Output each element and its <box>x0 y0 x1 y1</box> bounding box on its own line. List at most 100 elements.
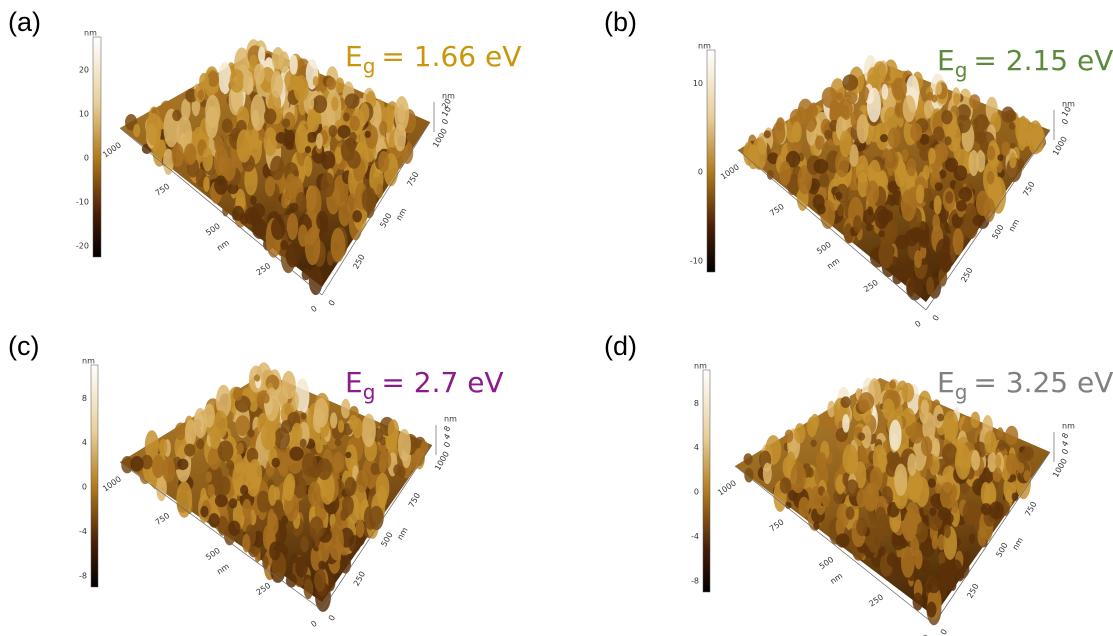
surface-grain <box>309 516 323 539</box>
surface-grain <box>272 47 284 69</box>
panel-label: (c) <box>8 331 39 361</box>
y-tick-label: 0 <box>327 614 337 623</box>
x-tick-label: 500 <box>818 555 836 571</box>
surface-grain <box>1009 122 1016 130</box>
z-tick-label: 8 <box>442 424 452 433</box>
surface-grain <box>843 444 859 474</box>
surface-grain <box>321 151 335 170</box>
surface-grain <box>331 97 339 111</box>
surface-grain <box>817 204 826 215</box>
surface-grain <box>377 485 387 508</box>
surface-grain <box>214 136 223 153</box>
surface-grain <box>944 524 951 538</box>
surface-grain <box>130 456 143 472</box>
surface-grain <box>172 110 181 121</box>
surface-grain <box>931 95 937 103</box>
surface-grain <box>934 195 942 214</box>
surface-grain <box>248 459 262 490</box>
bandgap-subscript: g <box>955 58 968 82</box>
surface-grain <box>280 240 288 250</box>
surface-grain <box>394 124 406 152</box>
surface-grain <box>752 137 767 170</box>
bandgap-subscript: g <box>363 380 376 404</box>
surface-grain <box>815 135 825 150</box>
surface-grain <box>256 518 263 530</box>
surface-grain <box>807 416 817 437</box>
surface-grain <box>910 123 922 141</box>
surface-grain <box>336 77 345 93</box>
x-tick-label: 500 <box>815 240 833 256</box>
surface-grain <box>954 165 968 181</box>
surface-grain <box>779 161 791 186</box>
surface-grain <box>269 541 281 560</box>
surface-grain <box>314 398 329 428</box>
z-tick-label: 0 <box>1060 117 1070 126</box>
bandgap-symbol: E <box>345 40 363 73</box>
surface-grain <box>836 533 850 547</box>
surface-grain <box>301 412 307 419</box>
surface-grain <box>968 150 978 176</box>
surface-grain <box>933 126 944 141</box>
surface-grain <box>995 455 1001 469</box>
z-tick-label: 4 <box>442 432 452 441</box>
surface-grain <box>298 224 308 246</box>
surface-grain <box>198 90 204 101</box>
surface-grain <box>276 132 288 144</box>
surface-grain <box>209 513 220 528</box>
surface-grain <box>1001 106 1014 122</box>
y-tick-label: 500 <box>379 531 394 549</box>
surface-grain <box>969 94 980 109</box>
colorbar-tick: -8 <box>691 576 699 585</box>
surface-grain <box>881 84 888 100</box>
surface-grain <box>884 149 898 172</box>
surface-grain <box>340 509 347 521</box>
surface-grain <box>258 46 265 63</box>
surface-grain <box>176 481 192 518</box>
surface-grain <box>378 151 389 172</box>
surface-grain <box>837 205 844 216</box>
surface-grain <box>233 387 243 401</box>
surface-grain <box>835 192 842 200</box>
surface-grain <box>938 507 951 521</box>
surface-grain <box>987 171 995 184</box>
surface-grain <box>371 463 380 475</box>
surface-grain <box>776 117 785 132</box>
surface-grain <box>987 146 995 161</box>
surface-grain <box>763 463 772 485</box>
surface-grain <box>941 110 952 124</box>
surface-grain <box>888 127 901 148</box>
surface-grain <box>356 520 365 538</box>
surface-grain <box>928 148 936 165</box>
y-tick-label: 0 <box>939 628 949 636</box>
colorbar-tick: -20 <box>76 242 89 251</box>
surface-grain <box>172 143 184 167</box>
surface-grain <box>326 77 336 90</box>
figure: (a)Eg= 1.66 eVnm20100-10-201000750500250… <box>0 0 1113 636</box>
y-tick-label: 750 <box>407 491 422 509</box>
surface-grain <box>867 88 881 123</box>
colorbar-tick: 4 <box>694 443 699 452</box>
x-tick-label: 1000 <box>719 162 741 181</box>
surface-grain <box>1001 142 1010 156</box>
surface-grain <box>341 399 350 419</box>
surface-grain <box>308 481 321 506</box>
surface-grain <box>318 561 326 571</box>
surface-grain <box>955 444 971 480</box>
x-axis-unit: nm <box>826 256 842 271</box>
surface-grain <box>846 479 859 496</box>
surface-grain <box>879 239 894 268</box>
surface-grain <box>887 553 897 567</box>
surface-grain <box>909 227 924 242</box>
surface-grain <box>981 482 991 506</box>
surface-grain <box>133 124 140 137</box>
surface-grain <box>1005 426 1018 445</box>
bandgap-label: Eg= 3.25 eV <box>937 366 1113 404</box>
panel-label: (d) <box>604 331 637 361</box>
surface-grain <box>906 481 915 499</box>
x-axis-unit: nm <box>829 571 845 586</box>
colorbar-unit: nm <box>84 29 97 38</box>
surface-grain <box>307 113 316 131</box>
surface-grain <box>956 569 964 582</box>
surface-grain <box>971 412 981 429</box>
surface-grain <box>839 130 851 157</box>
